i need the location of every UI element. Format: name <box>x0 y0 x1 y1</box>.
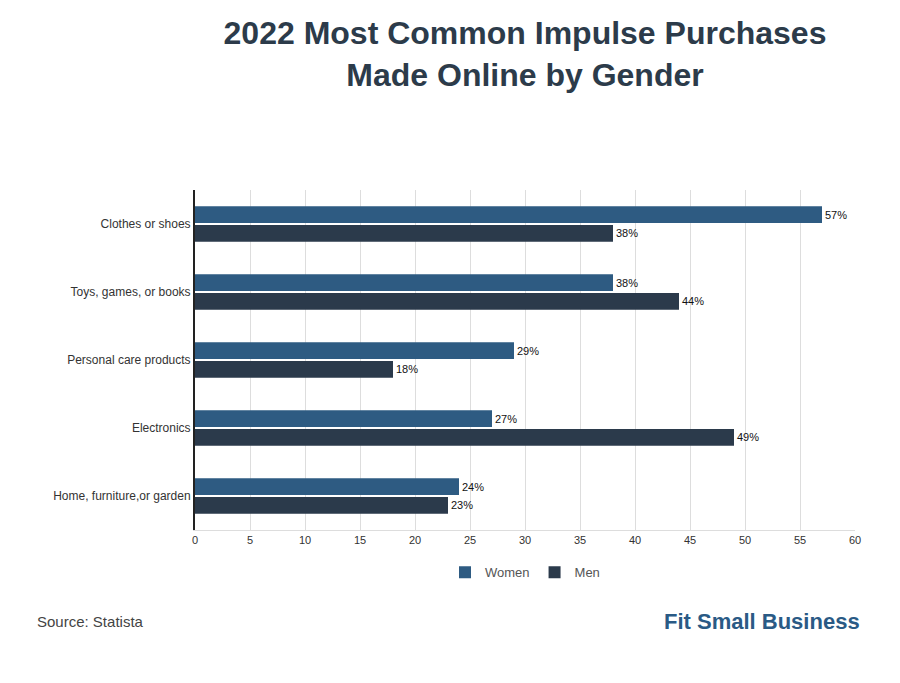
svg-text:Personal care products: Personal care products <box>67 353 190 367</box>
svg-text:38%: 38% <box>616 277 638 289</box>
svg-text:49%: 49% <box>737 431 759 443</box>
svg-text:Home, furniture,or garden: Home, furniture,or garden <box>53 489 190 503</box>
svg-text:5: 5 <box>247 534 253 546</box>
svg-text:Clothes or shoes: Clothes or shoes <box>101 217 191 231</box>
svg-text:Men: Men <box>575 565 600 580</box>
svg-text:10: 10 <box>299 534 311 546</box>
svg-text:45: 45 <box>684 534 696 546</box>
svg-text:40: 40 <box>629 534 641 546</box>
svg-text:29%: 29% <box>517 345 539 357</box>
svg-text:27%: 27% <box>495 413 517 425</box>
svg-text:Women: Women <box>485 565 530 580</box>
svg-text:15: 15 <box>354 534 366 546</box>
svg-text:23%: 23% <box>451 499 473 511</box>
svg-text:25: 25 <box>464 534 476 546</box>
svg-text:Electronics: Electronics <box>132 421 191 435</box>
svg-text:Source: Statista: Source: Statista <box>37 613 144 630</box>
svg-text:18%: 18% <box>396 363 418 375</box>
svg-text:57%: 57% <box>825 209 847 221</box>
svg-text:55: 55 <box>794 534 806 546</box>
svg-text:Fit Small Business: Fit Small Business <box>664 609 860 634</box>
svg-text:20: 20 <box>409 534 421 546</box>
svg-text:30: 30 <box>519 534 531 546</box>
svg-text:0: 0 <box>192 534 198 546</box>
svg-text:38%: 38% <box>616 227 638 239</box>
svg-text:35: 35 <box>574 534 586 546</box>
svg-text:2022 Most Common Impulse Purch: 2022 Most Common Impulse PurchasesMade O… <box>224 15 827 93</box>
svg-text:50: 50 <box>739 534 751 546</box>
svg-text:60: 60 <box>849 534 861 546</box>
svg-text:Toys, games, or books: Toys, games, or books <box>71 285 191 299</box>
svg-text:44%: 44% <box>682 295 704 307</box>
svg-text:24%: 24% <box>462 481 484 493</box>
